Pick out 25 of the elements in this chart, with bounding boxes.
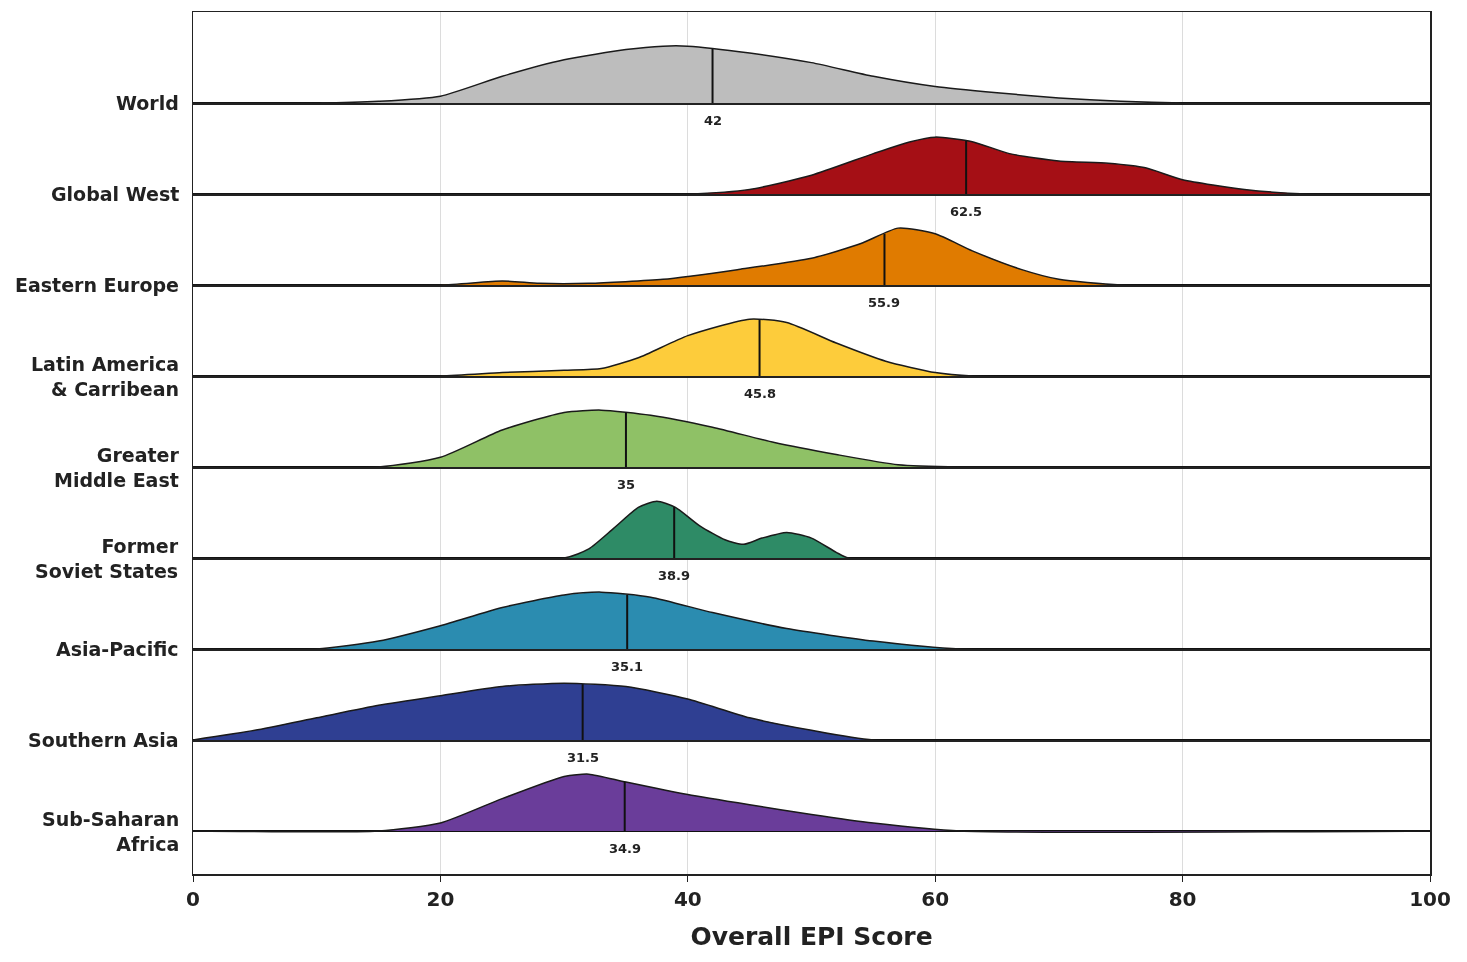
ref-line-label: 34.9 — [609, 841, 642, 856]
x-tick-label: 60 — [921, 886, 950, 911]
y-axis-title: Latin America & Carribean — [31, 353, 180, 400]
ref-line-label: 55.9 — [868, 295, 901, 310]
ref-line-label: 35 — [617, 477, 636, 492]
ref-line-label: 35.1 — [611, 659, 644, 674]
ref-line-label: 42 — [704, 113, 723, 128]
y-axis-title: Sub-Saharan Africa — [42, 808, 180, 855]
x-tick-label: 0 — [186, 886, 200, 911]
y-axis-title: Greater Middle East — [54, 444, 180, 491]
ref-line-label: 62.5 — [950, 204, 983, 219]
ref-line-label: 38.9 — [658, 568, 691, 583]
y-axis-title: Former Soviet States — [35, 535, 179, 582]
ref-line-label: 45.8 — [744, 386, 777, 401]
y-axis-title: Global West — [51, 183, 180, 205]
y-axis-title: Eastern Europe — [15, 274, 180, 296]
ref-line-label: 31.5 — [567, 750, 600, 765]
x-tick-label: 20 — [426, 886, 455, 911]
x-tick-label: 40 — [673, 886, 702, 911]
y-axis-title: World — [116, 92, 179, 114]
y-axis-title: Asia-Pacific — [56, 638, 179, 660]
x-axis-title: Overall EPI Score — [690, 922, 933, 952]
x-tick-label: 100 — [1409, 886, 1451, 911]
y-axis-title: Southern Asia — [28, 729, 179, 751]
x-tick-label: 80 — [1168, 886, 1197, 911]
